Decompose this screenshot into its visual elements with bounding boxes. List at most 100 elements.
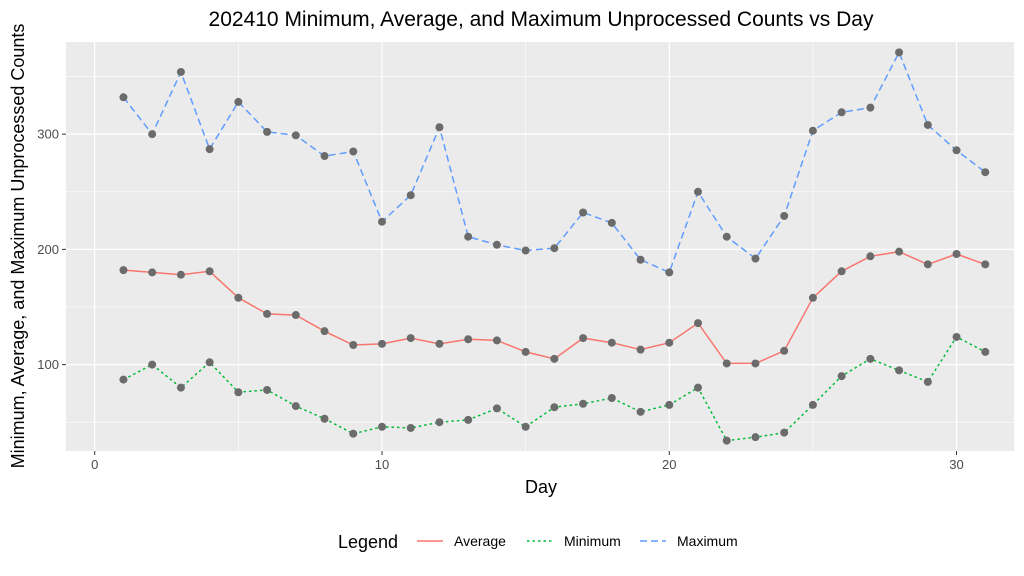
y-tick-label: 100 (37, 357, 59, 372)
data-point-average (722, 359, 731, 368)
data-point-average (579, 334, 588, 343)
data-point-average (837, 267, 846, 276)
data-point-minimum (780, 428, 789, 437)
data-point-minimum (808, 400, 817, 409)
data-point-minimum (119, 375, 128, 384)
data-point-minimum (263, 385, 272, 394)
data-point-maximum (119, 93, 128, 102)
data-point-maximum (435, 123, 444, 132)
data-point-maximum (291, 131, 300, 140)
data-point-maximum (837, 108, 846, 117)
x-tick-label: 0 (91, 457, 98, 472)
data-point-average (291, 311, 300, 320)
data-point-average (205, 267, 214, 276)
data-point-average (492, 336, 501, 345)
data-point-maximum (550, 244, 559, 253)
data-point-maximum (780, 211, 789, 220)
data-point-minimum (492, 404, 501, 413)
data-point-average (665, 338, 674, 347)
data-point-minimum (205, 358, 214, 367)
chart-title: 202410 Minimum, Average, and Maximum Unp… (209, 8, 874, 31)
data-point-maximum (579, 208, 588, 217)
data-point-maximum (205, 145, 214, 154)
data-point-minimum (435, 418, 444, 427)
data-point-minimum (320, 414, 329, 423)
data-point-minimum (291, 402, 300, 411)
data-point-average (234, 293, 243, 302)
data-point-average (866, 252, 875, 261)
x-tick-label: 30 (949, 457, 963, 472)
data-point-average (952, 249, 961, 258)
data-point-average (923, 260, 932, 269)
data-point-average (607, 338, 616, 347)
data-point-maximum (234, 97, 243, 106)
y-tick-label: 300 (37, 127, 59, 142)
y-tick-label: 200 (37, 242, 59, 257)
data-point-minimum (694, 383, 702, 392)
data-point-average (808, 293, 817, 302)
data-point-maximum (808, 126, 817, 135)
legend-label-average: Average (454, 533, 506, 549)
data-point-maximum (492, 240, 501, 249)
data-point-minimum (406, 423, 415, 432)
data-point-average (320, 327, 329, 336)
data-point-average (981, 260, 990, 269)
data-point-minimum (464, 415, 473, 424)
data-point-maximum (636, 255, 645, 264)
data-point-average (780, 346, 789, 355)
data-point-average (148, 268, 157, 277)
data-point-minimum (751, 433, 760, 442)
y-axis: 100 200 300 (37, 127, 66, 372)
data-point-minimum (176, 383, 185, 392)
data-point-maximum (349, 147, 358, 156)
data-point-minimum (349, 429, 358, 438)
data-point-average (895, 247, 904, 256)
data-point-maximum (866, 103, 875, 112)
x-axis-label: Day (525, 477, 557, 497)
data-point-average (349, 341, 358, 350)
data-point-minimum (866, 354, 875, 363)
x-tick-label: 20 (662, 457, 676, 472)
data-point-maximum (981, 168, 990, 177)
data-point-average (751, 359, 760, 368)
data-point-minimum (607, 394, 616, 403)
data-point-maximum (722, 232, 731, 241)
plot-panel (66, 42, 1014, 451)
legend-title: Legend (338, 532, 398, 552)
data-point-maximum (521, 246, 530, 255)
data-point-minimum (148, 360, 157, 369)
legend-label-minimum: Minimum (564, 533, 621, 549)
data-point-maximum (148, 130, 157, 139)
data-point-minimum (952, 332, 961, 341)
data-point-average (378, 339, 386, 348)
data-point-maximum (378, 217, 386, 226)
data-point-maximum (694, 187, 702, 196)
data-point-maximum (751, 254, 760, 263)
data-point-average (176, 270, 185, 279)
data-point-maximum (263, 127, 272, 136)
data-point-average (464, 335, 473, 344)
x-tick-label: 10 (375, 457, 389, 472)
data-point-maximum (320, 152, 329, 161)
data-point-average (550, 354, 559, 363)
data-point-maximum (923, 120, 932, 129)
data-point-average (521, 347, 530, 356)
data-point-maximum (607, 218, 616, 227)
data-point-minimum (636, 407, 645, 416)
points-layer (119, 48, 990, 445)
data-point-average (263, 309, 272, 318)
data-point-average (636, 345, 645, 354)
data-point-minimum (722, 436, 731, 445)
data-point-minimum (521, 422, 530, 431)
data-point-minimum (837, 372, 846, 381)
data-point-maximum (895, 48, 904, 57)
data-point-average (694, 319, 702, 328)
data-point-minimum (923, 377, 932, 386)
legend: Legend Average Minimum Maximum (338, 530, 738, 552)
data-point-maximum (665, 268, 674, 277)
data-point-maximum (406, 191, 415, 200)
y-axis-label: Minimum, Average, and Maximum Unprocesse… (8, 24, 28, 469)
data-point-maximum (464, 232, 473, 241)
data-point-average (435, 339, 444, 348)
data-point-average (406, 334, 415, 343)
